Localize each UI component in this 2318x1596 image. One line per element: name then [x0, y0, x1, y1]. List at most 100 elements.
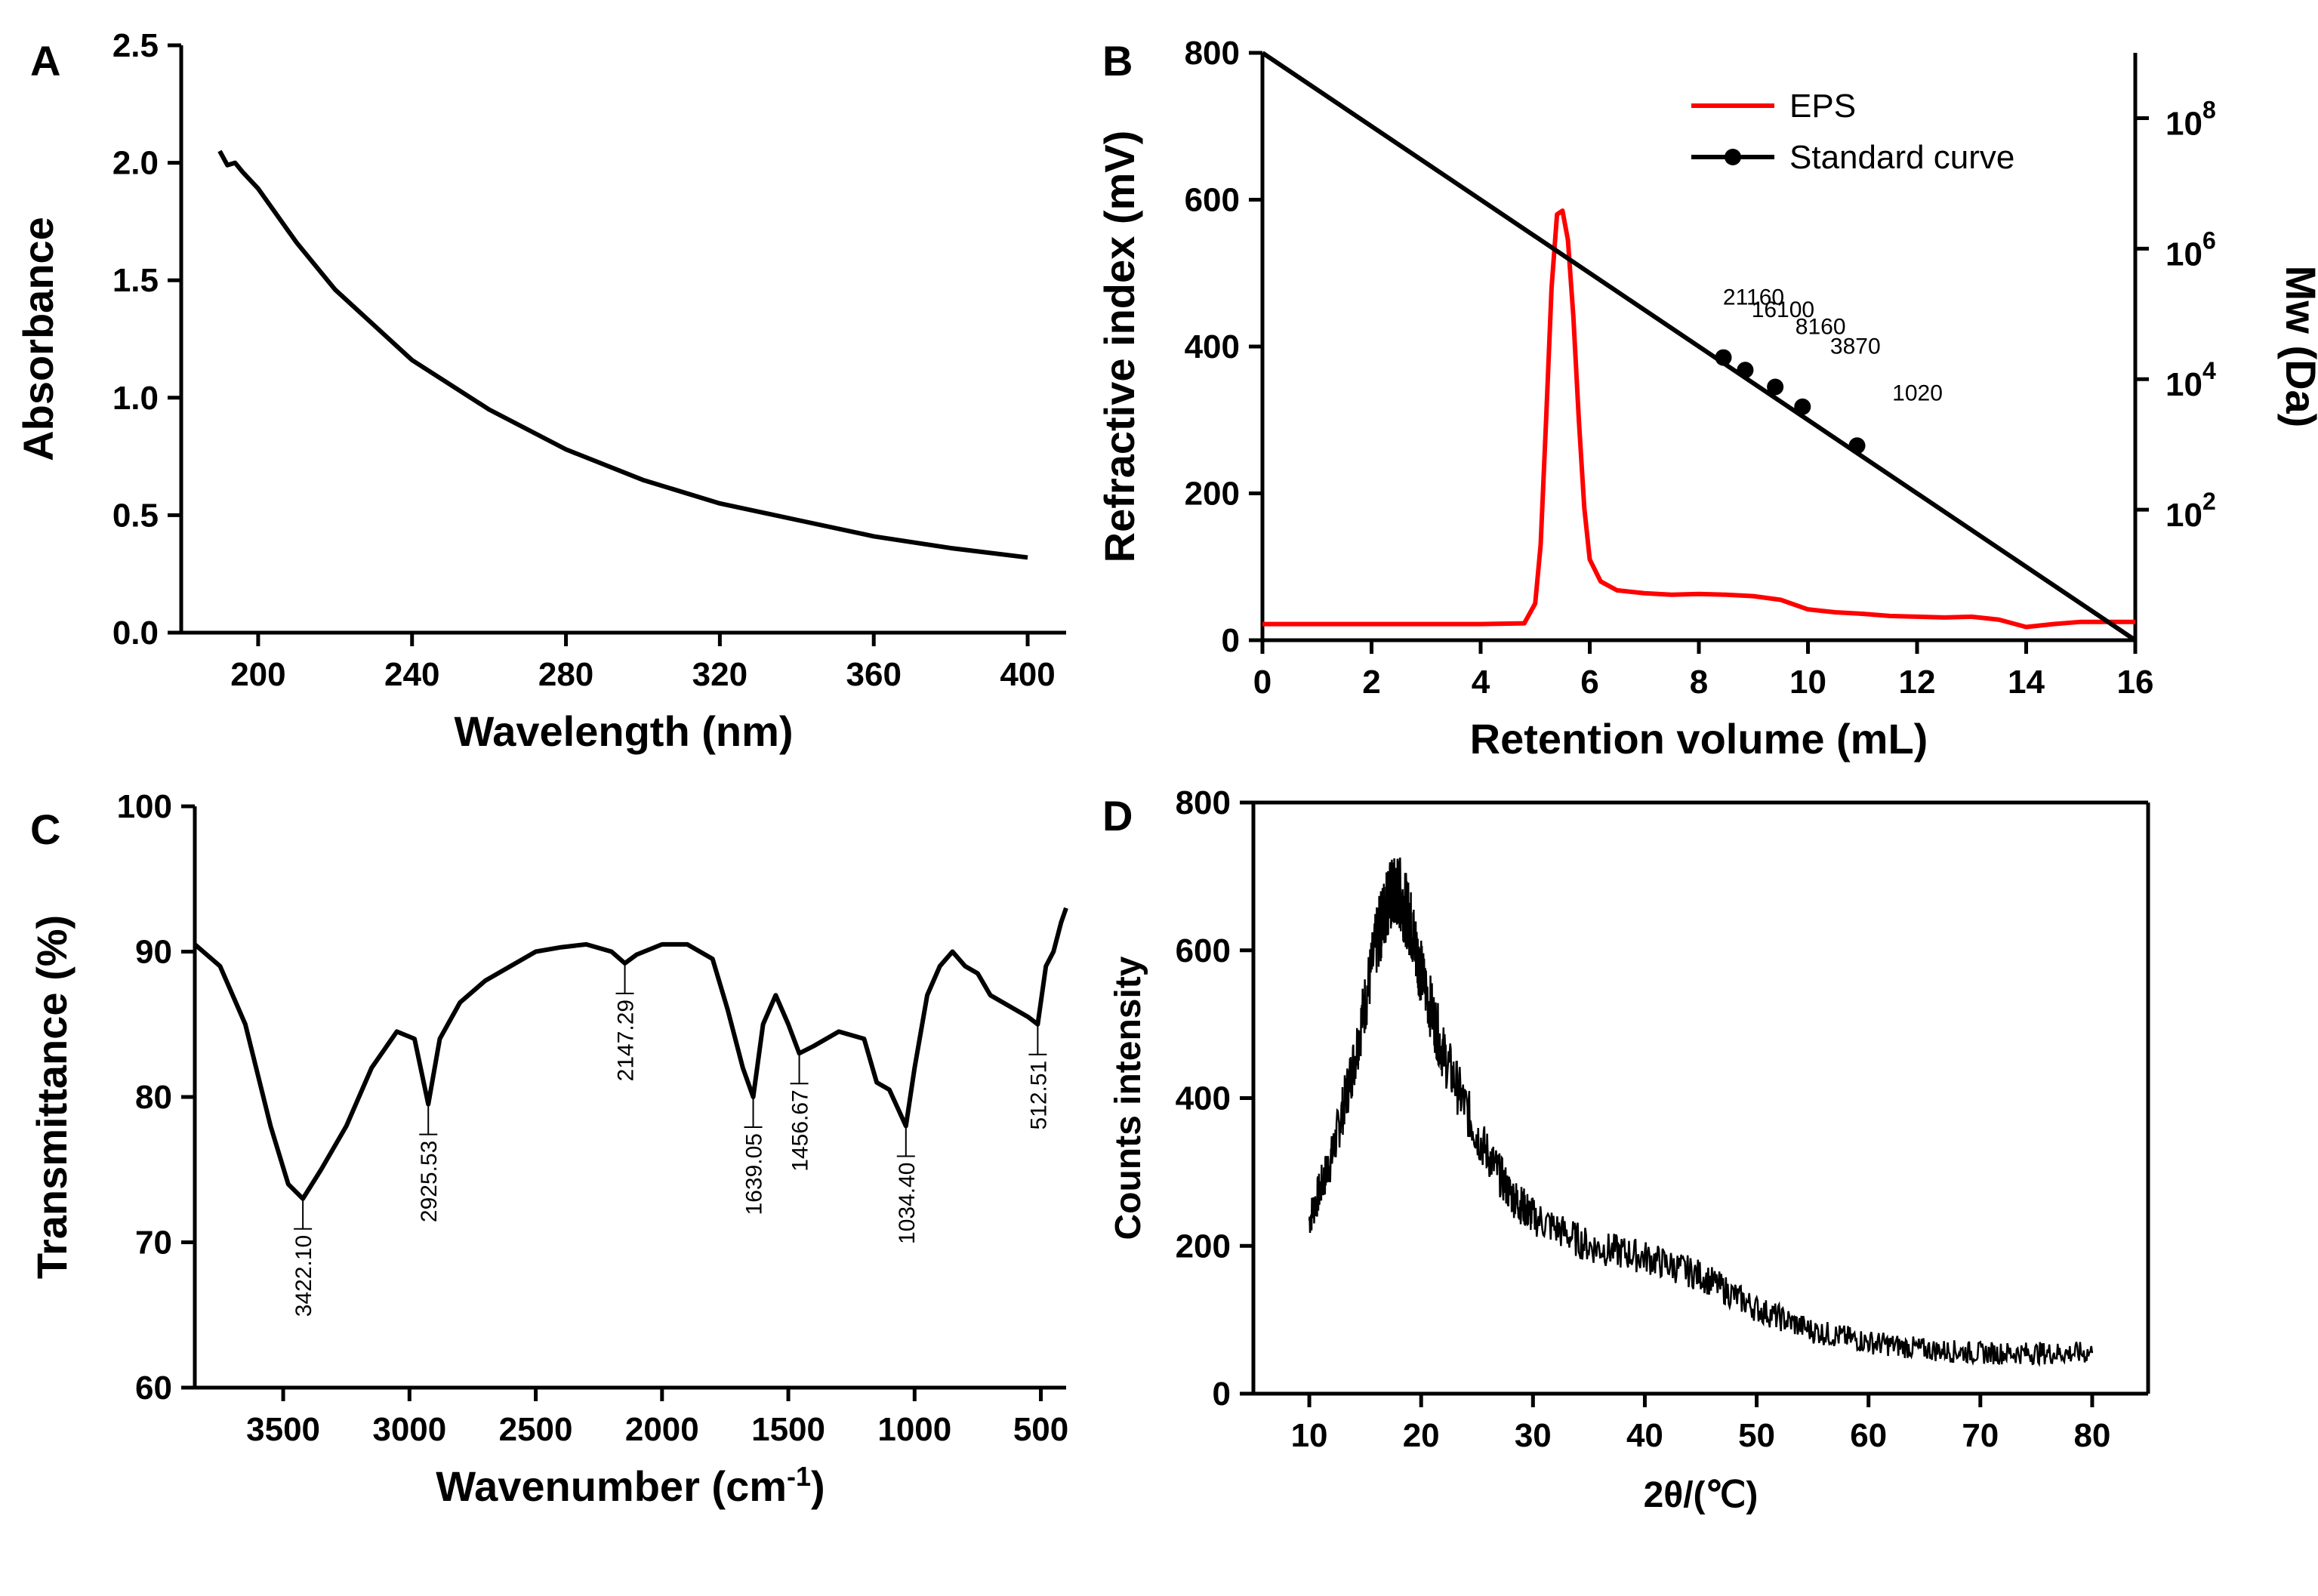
peak-label: 2147.29: [614, 1000, 639, 1081]
x-tick-label: 30: [1515, 1417, 1552, 1454]
peak-label: 1034.40: [895, 1163, 920, 1244]
series-line-eps: [1262, 208, 2135, 630]
y-tick-label: 400: [1176, 1080, 1231, 1117]
panel-letter: A: [30, 37, 60, 85]
legend-label-standard: Standard curve: [1789, 139, 2014, 176]
x-tick-label: 8: [1690, 664, 1708, 701]
peak-label: 3422.10: [291, 1235, 316, 1317]
y-right-tick-exp: 8: [2202, 96, 2216, 123]
y-tick-label: 800: [1176, 784, 1231, 821]
y-right-axis-title: Mw (Da): [2277, 266, 2318, 428]
x-axis-title: 2θ/(℃): [1644, 1475, 1759, 1515]
x-axis-title: Wavenumber (cm-1): [436, 1461, 825, 1511]
y-right-tick-base: 10: [2165, 105, 2202, 142]
peak-label: 2925.53: [417, 1141, 442, 1222]
y-right-tick-base: 10: [2165, 366, 2202, 403]
x-tick-label: 12: [1899, 664, 1936, 701]
x-tick-label: 10: [1789, 664, 1826, 701]
peak-label: 1639.05: [742, 1133, 767, 1215]
series-line-standard-curve: [1261, 51, 2137, 642]
y-tick-label: 1.5: [113, 262, 159, 299]
x-tick-label: 20: [1403, 1417, 1440, 1454]
panel-letter: D: [1102, 792, 1133, 840]
x-tick-label: 360: [846, 656, 902, 693]
y-right-tick-exp: 4: [2202, 357, 2216, 384]
y-tick-label: 400: [1185, 328, 1240, 365]
x-tick-label: 240: [384, 656, 439, 693]
x-axis-title-sup: -1: [787, 1461, 811, 1492]
y-tick-label: 60: [135, 1370, 172, 1407]
y-right-tick-label: 106: [2165, 226, 2216, 273]
x-tick-label: 3000: [372, 1411, 446, 1448]
panel-a: A 200 240 280 320 360 400 0.0 0.5 1.0 1.5 2.0 2.5 Wav…: [14, 27, 1066, 755]
y-right-tick-base: 10: [2165, 236, 2202, 273]
y-tick-label: 2.0: [113, 145, 159, 182]
series-line-uv: [217, 149, 1028, 560]
panel-c: C 3500 3000 2500 2000 1500 1000 500 60 70 80 90 100 W…: [28, 788, 1068, 1510]
x-tick-label: 0: [1253, 664, 1272, 701]
x-tick-label: 2000: [625, 1411, 699, 1448]
x-tick-label: 40: [1626, 1417, 1663, 1454]
y-tick-label: 0: [1213, 1376, 1231, 1413]
x-tick-label: 500: [1013, 1411, 1068, 1448]
standard-point-label: 1020: [1892, 381, 1943, 405]
x-tick-label: 16: [2117, 664, 2154, 701]
y-right-tick-exp: 6: [2202, 226, 2216, 254]
x-tick-label: 320: [692, 656, 747, 693]
x-axis-title: Retention volume (mL): [1470, 715, 1928, 763]
x-tick-label: 1500: [751, 1411, 825, 1448]
y-right-tick-label: 108: [2165, 96, 2216, 142]
panel-d: D10 20 30 40 50 60 70 8002004006008002θ/(℃)Coun…: [1102, 784, 2150, 1515]
y-axis-title: Refractive index (mV): [1096, 131, 1143, 563]
x-tick-label: 2500: [499, 1411, 573, 1448]
x-axis-title-end: ): [811, 1462, 825, 1510]
y-tick-label: 1.0: [113, 380, 159, 417]
legend-marker-standard: [1725, 149, 1741, 165]
standard-point: [1737, 362, 1754, 379]
y-tick-label: 0.5: [113, 497, 159, 534]
y-tick-label: 0.0: [113, 615, 159, 652]
peak-label: 1456.67: [788, 1089, 813, 1171]
x-tick-label: 10: [1291, 1417, 1328, 1454]
x-tick-label: 14: [2008, 664, 2045, 701]
x-tick-label: 1000: [877, 1411, 951, 1448]
peak-label: 512.51: [1026, 1061, 1051, 1130]
standard-point: [1848, 437, 1866, 454]
series-line-ftir: [193, 907, 1068, 1201]
y-right-tick-label: 104: [2165, 357, 2216, 403]
standard-point-label: 16100: [1752, 297, 1814, 322]
y-tick-label: 800: [1185, 35, 1240, 72]
y-tick-label: 600: [1185, 182, 1240, 219]
y-tick-label: 100: [117, 788, 172, 825]
y-axis-title: Transmittance (%): [28, 915, 76, 1279]
x-tick-label: 200: [230, 656, 285, 693]
y-tick-label: 70: [135, 1225, 172, 1262]
y-tick-label: 600: [1176, 932, 1231, 969]
x-axis-title: Wavelength (nm): [454, 707, 793, 755]
x-tick-label: 50: [1738, 1417, 1775, 1454]
panel-letter: C: [30, 806, 60, 853]
panel-letter: B: [1102, 37, 1133, 85]
y-right-tick-label: 102: [2165, 488, 2216, 534]
series-line-xrd: [1308, 857, 2094, 1367]
y-axis-title: Absorbance: [14, 217, 62, 461]
y-tick-label: 200: [1176, 1228, 1231, 1265]
x-tick-label: 60: [1850, 1417, 1887, 1454]
y-tick-label: 200: [1185, 476, 1240, 513]
x-tick-label: 80: [2073, 1417, 2110, 1454]
standard-point-label: 3870: [1830, 334, 1881, 359]
x-tick-label: 4: [1472, 664, 1490, 701]
y-tick-label: 80: [135, 1079, 172, 1116]
x-tick-label: 70: [1962, 1417, 1999, 1454]
standard-point: [1767, 378, 1784, 396]
x-tick-label: 280: [538, 656, 593, 693]
y-axis-title: Counts intensity: [1108, 956, 1148, 1240]
y-tick-label: 0: [1222, 622, 1240, 659]
y-tick-label: 2.5: [113, 27, 159, 64]
x-tick-label: 6: [1580, 664, 1598, 701]
y-tick-label: 90: [135, 934, 172, 971]
legend-label-eps: EPS: [1789, 88, 1856, 125]
x-tick-label: 2: [1362, 664, 1380, 701]
standard-point-label: 8160: [1796, 314, 1846, 339]
